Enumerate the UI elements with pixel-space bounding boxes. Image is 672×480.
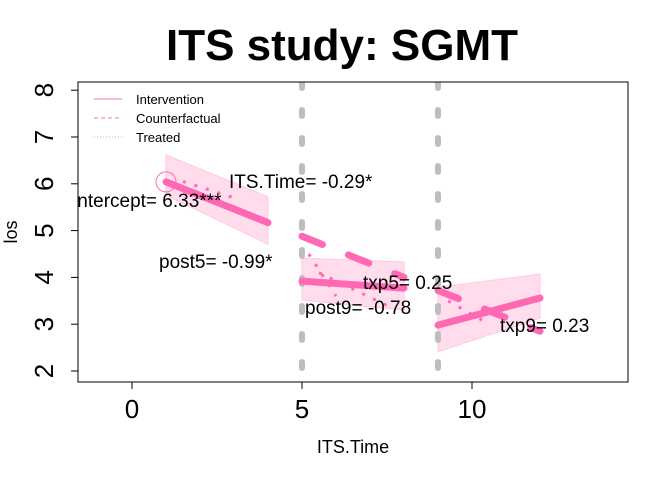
treated-line (307, 253, 338, 297)
y-tick-label: 4 (29, 270, 59, 284)
treated-line (318, 271, 388, 307)
y-tick-label: 5 (29, 223, 59, 237)
intervention-line-segment (162, 178, 272, 227)
x-tick-label: 10 (458, 394, 487, 424)
x-axis-label: ITS.Time (317, 437, 389, 457)
y-tick-label: 7 (29, 130, 59, 144)
x-tick-label: 5 (295, 394, 309, 424)
y-tick-label: 6 (29, 177, 59, 191)
treated-line (182, 180, 235, 200)
annotation-label: ITS.Time= -0.29* (229, 172, 373, 193)
x-tick-label: 0 (125, 394, 139, 424)
annotation-label: txp9= 0.23 (500, 316, 589, 337)
y-tick-label: 3 (29, 317, 59, 331)
annotation-label: Intercept= 6.33*** (72, 191, 222, 212)
plot-frame (77, 81, 629, 383)
legend-label-counterfactual: Counterfactual (136, 111, 221, 126)
y-tick-label: 8 (29, 83, 59, 97)
plot-area: Intercept= 6.33*** ITS.Time= -0.29* post5=… (72, 82, 589, 382)
counterfactual-line-segment (298, 232, 408, 281)
legend-label-intervention: Intervention (136, 92, 204, 107)
annotation-label: txp5= 0.25 (363, 273, 452, 294)
y-tick-label: 2 (29, 364, 59, 378)
legend-label-treated: Treated (136, 130, 180, 145)
intervention-line-segment (298, 277, 408, 292)
annotation-label: post5= -0.99* (159, 252, 273, 273)
y-axis-label: los (1, 220, 21, 243)
first-point-marker (155, 171, 177, 193)
chart-title: ITS study: SGMT (166, 21, 518, 70)
legend: Intervention Counterfactual Treated (94, 92, 221, 145)
counterfactual-line-segment (434, 287, 544, 335)
annotation-label: post9= -0.78 (305, 298, 411, 319)
